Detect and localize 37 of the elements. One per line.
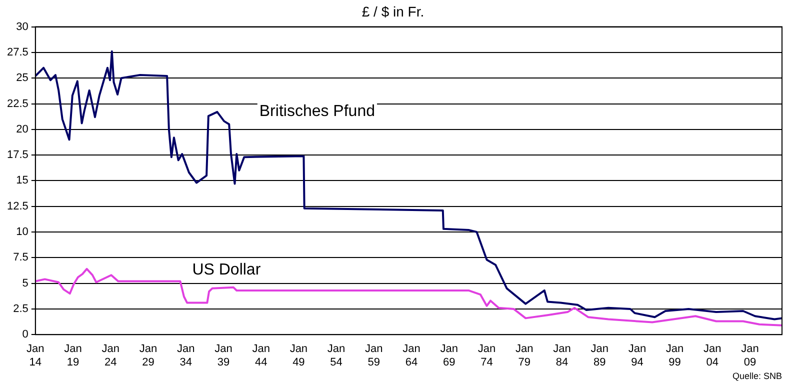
chart-title: £ / $ in Fr. xyxy=(362,3,424,20)
x-tick-label: Jan 94 xyxy=(628,343,646,368)
series-label: US Dollar xyxy=(192,261,262,278)
source-note: Quelle: SNB xyxy=(732,371,782,381)
x-tick-label: Jan 74 xyxy=(478,343,496,368)
x-tick-label: Jan 04 xyxy=(704,343,722,368)
y-tick-label: 12.5 xyxy=(6,200,28,212)
y-tick-label: 10 xyxy=(16,226,28,238)
y-tick-label: 17.5 xyxy=(6,149,28,162)
x-tick-label: Jan 09 xyxy=(741,343,759,368)
x-tick-label: Jan 19 xyxy=(64,343,82,368)
x-tick-label: Jan 54 xyxy=(327,343,346,368)
y-tick-label: 30 xyxy=(16,20,28,33)
x-tick-label: Jan 49 xyxy=(290,343,308,368)
x-tick-label: Jan 29 xyxy=(139,343,158,368)
y-tick-label: 22.5 xyxy=(6,98,28,110)
x-tick-label: Jan 34 xyxy=(176,343,195,368)
y-tick-label: 15 xyxy=(16,174,28,187)
x-tick-label: Jan 99 xyxy=(666,343,684,368)
x-tick-label: Jan 64 xyxy=(402,343,420,368)
y-tick-label: 5 xyxy=(22,277,28,290)
x-tick-label: Jan 24 xyxy=(102,343,120,368)
y-tick-label: 20 xyxy=(16,123,28,136)
y-tick-label: 7.5 xyxy=(13,252,28,264)
x-tick-label: Jan 39 xyxy=(214,343,232,368)
x-tick-label: Jan 79 xyxy=(515,343,534,368)
x-tick-label: Jan 59 xyxy=(365,343,383,368)
x-tick-label: Jan 44 xyxy=(252,343,270,368)
series-label: Britisches Pfund xyxy=(259,102,375,120)
x-tick-label: Jan 14 xyxy=(26,343,44,368)
x-tick-label: Jan 84 xyxy=(553,343,571,368)
x-tick-label: Jan 69 xyxy=(440,343,458,368)
y-tick-label: 25 xyxy=(16,72,28,84)
x-tick-label: Jan 89 xyxy=(590,343,608,368)
y-tick-label: 27.5 xyxy=(6,46,28,58)
y-tick-label: 2.5 xyxy=(13,302,28,315)
y-tick-label: 0 xyxy=(22,328,28,341)
